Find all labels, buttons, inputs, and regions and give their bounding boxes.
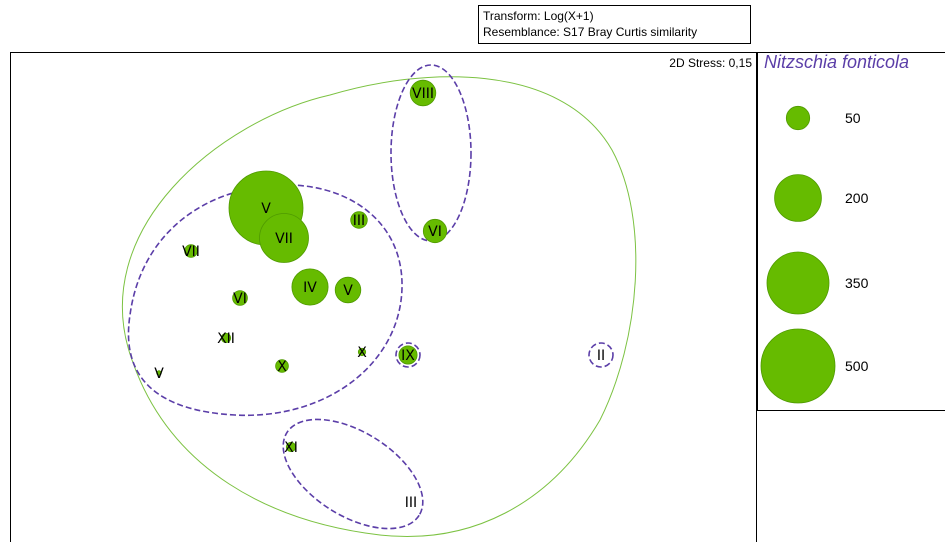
legend-bubble-200 xyxy=(774,174,822,222)
legend-box xyxy=(757,52,945,411)
transform-resemblance-box: Transform: Log(X+1) Resemblance: S17 Bra… xyxy=(478,5,751,44)
cluster-ellipse-ix xyxy=(395,342,421,368)
bubble-iii-3 xyxy=(350,211,368,229)
bubble-vi-4 xyxy=(422,218,448,244)
bubble-iv-6 xyxy=(291,268,329,306)
stress-label: 2D Stress: 0,15 xyxy=(669,56,752,70)
point-label-xi-15: XI xyxy=(284,440,298,456)
legend-bubble-350 xyxy=(766,251,830,315)
cluster-ellipse-ii xyxy=(588,342,614,368)
legend-value-50: 50 xyxy=(845,110,861,126)
bubble-viii-0 xyxy=(409,79,437,107)
bubble-v-7 xyxy=(334,276,362,304)
point-label-v-7: V xyxy=(343,283,353,299)
point-label-v-13: V xyxy=(154,366,164,382)
point-label-x-11: X xyxy=(357,345,367,361)
legend-title: Nitzschia fonticola xyxy=(764,52,910,72)
legend-value-500: 500 xyxy=(845,358,869,374)
plot-frame xyxy=(10,52,757,542)
transform-label: Transform: Log(X+1) xyxy=(483,9,594,23)
legend-bubble-50 xyxy=(785,105,811,131)
point-label-vii-2: VII xyxy=(275,231,293,247)
legend-value-200: 200 xyxy=(845,190,869,206)
bubble-v-13 xyxy=(156,370,162,376)
point-label-viii-0: VIII xyxy=(412,86,434,102)
bubble-xi-15 xyxy=(285,441,297,453)
outer-cluster-ellipse xyxy=(121,76,637,537)
cluster-ellipse-main xyxy=(127,184,403,417)
point-label-v-1: V xyxy=(261,201,271,217)
cluster-ellipse-bottom xyxy=(282,418,424,530)
bubble-vii-2 xyxy=(259,213,309,263)
point-label-vi-4: VI xyxy=(428,224,442,240)
bubble-vii-5 xyxy=(184,244,198,258)
point-label-vi-8: VI xyxy=(233,291,247,307)
point-label-iv-6: IV xyxy=(303,280,317,296)
bubble-xii-9 xyxy=(220,332,232,344)
bubble-x-10 xyxy=(275,359,289,373)
bubble-ix-12 xyxy=(398,345,418,365)
bubble-x-11 xyxy=(357,347,367,357)
bubble-vi-8 xyxy=(232,290,248,306)
point-label-vii-5: VII xyxy=(182,244,200,260)
point-label-iii-16: III xyxy=(405,495,417,511)
resemblance-label: Resemblance: S17 Bray Curtis similarity xyxy=(483,25,698,39)
point-label-xii-9: XII xyxy=(217,331,235,347)
legend-value-350: 350 xyxy=(845,275,869,291)
point-label-ii-14: II xyxy=(597,348,605,364)
point-label-iii-3: III xyxy=(353,213,365,229)
legend-bubble-500 xyxy=(760,328,836,404)
point-label-ix-12: IX xyxy=(401,348,415,364)
point-label-x-10: X xyxy=(277,359,287,375)
